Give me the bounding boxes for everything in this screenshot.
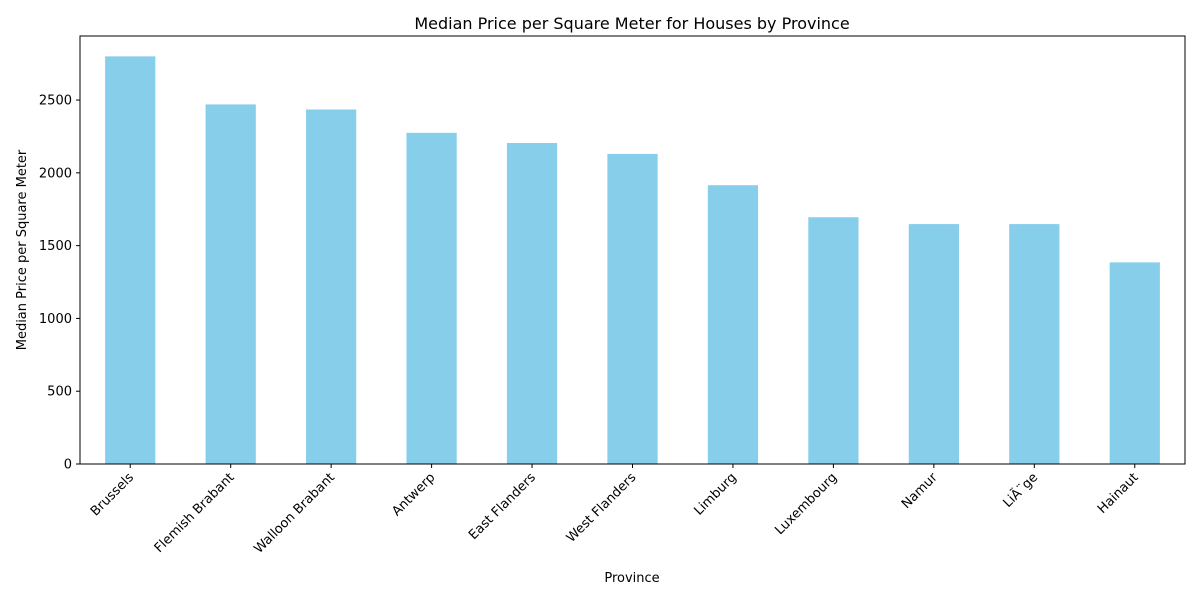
- bar: [808, 217, 859, 464]
- y-tick-label: 1000: [39, 312, 72, 327]
- y-tick-label: 0: [64, 458, 72, 473]
- x-tick-label: Namur: [899, 470, 941, 512]
- y-tick-label: 500: [47, 385, 72, 400]
- y-tick-label: 2000: [39, 166, 72, 181]
- x-tick-label: East Flanders: [466, 470, 539, 543]
- y-axis-label: Median Price per Square Meter: [15, 149, 30, 350]
- x-tick-label: Antwerp: [389, 470, 438, 519]
- x-axis-label: Province: [604, 571, 659, 586]
- x-tick-label: LiÃ¨ge: [1000, 470, 1041, 511]
- y-axis: 0 500 1000 1500 2000 2500: [39, 94, 80, 473]
- x-tick-label: Walloon Brabant: [251, 470, 337, 556]
- bar: [1109, 262, 1160, 464]
- x-tick-label: Limburg: [691, 470, 739, 518]
- plot-frame: [79, 35, 1186, 465]
- x-tick-label: Flemish Brabant: [152, 470, 238, 556]
- x-tick-label: Luxembourg: [772, 470, 840, 538]
- bar: [908, 224, 959, 464]
- bar: [1009, 224, 1060, 464]
- chart-title: Median Price per Square Meter for Houses…: [414, 14, 849, 33]
- x-axis: Brussels Flemish Brabant Walloon Brabant An…: [88, 464, 1142, 557]
- bar: [306, 109, 357, 465]
- bar: [506, 143, 558, 464]
- bar: [205, 104, 256, 465]
- x-tick-label: Brussels: [88, 470, 137, 519]
- y-tick-label: 1500: [39, 239, 72, 254]
- x-tick-label: Hainaut: [1095, 470, 1142, 517]
- bar: [707, 185, 759, 464]
- x-tick-label: West Flanders: [564, 470, 640, 546]
- bar: [406, 132, 457, 464]
- bars-layer: [105, 56, 1160, 465]
- y-tick-label: 2500: [39, 94, 72, 109]
- bar: [607, 153, 658, 465]
- bar: [105, 56, 156, 464]
